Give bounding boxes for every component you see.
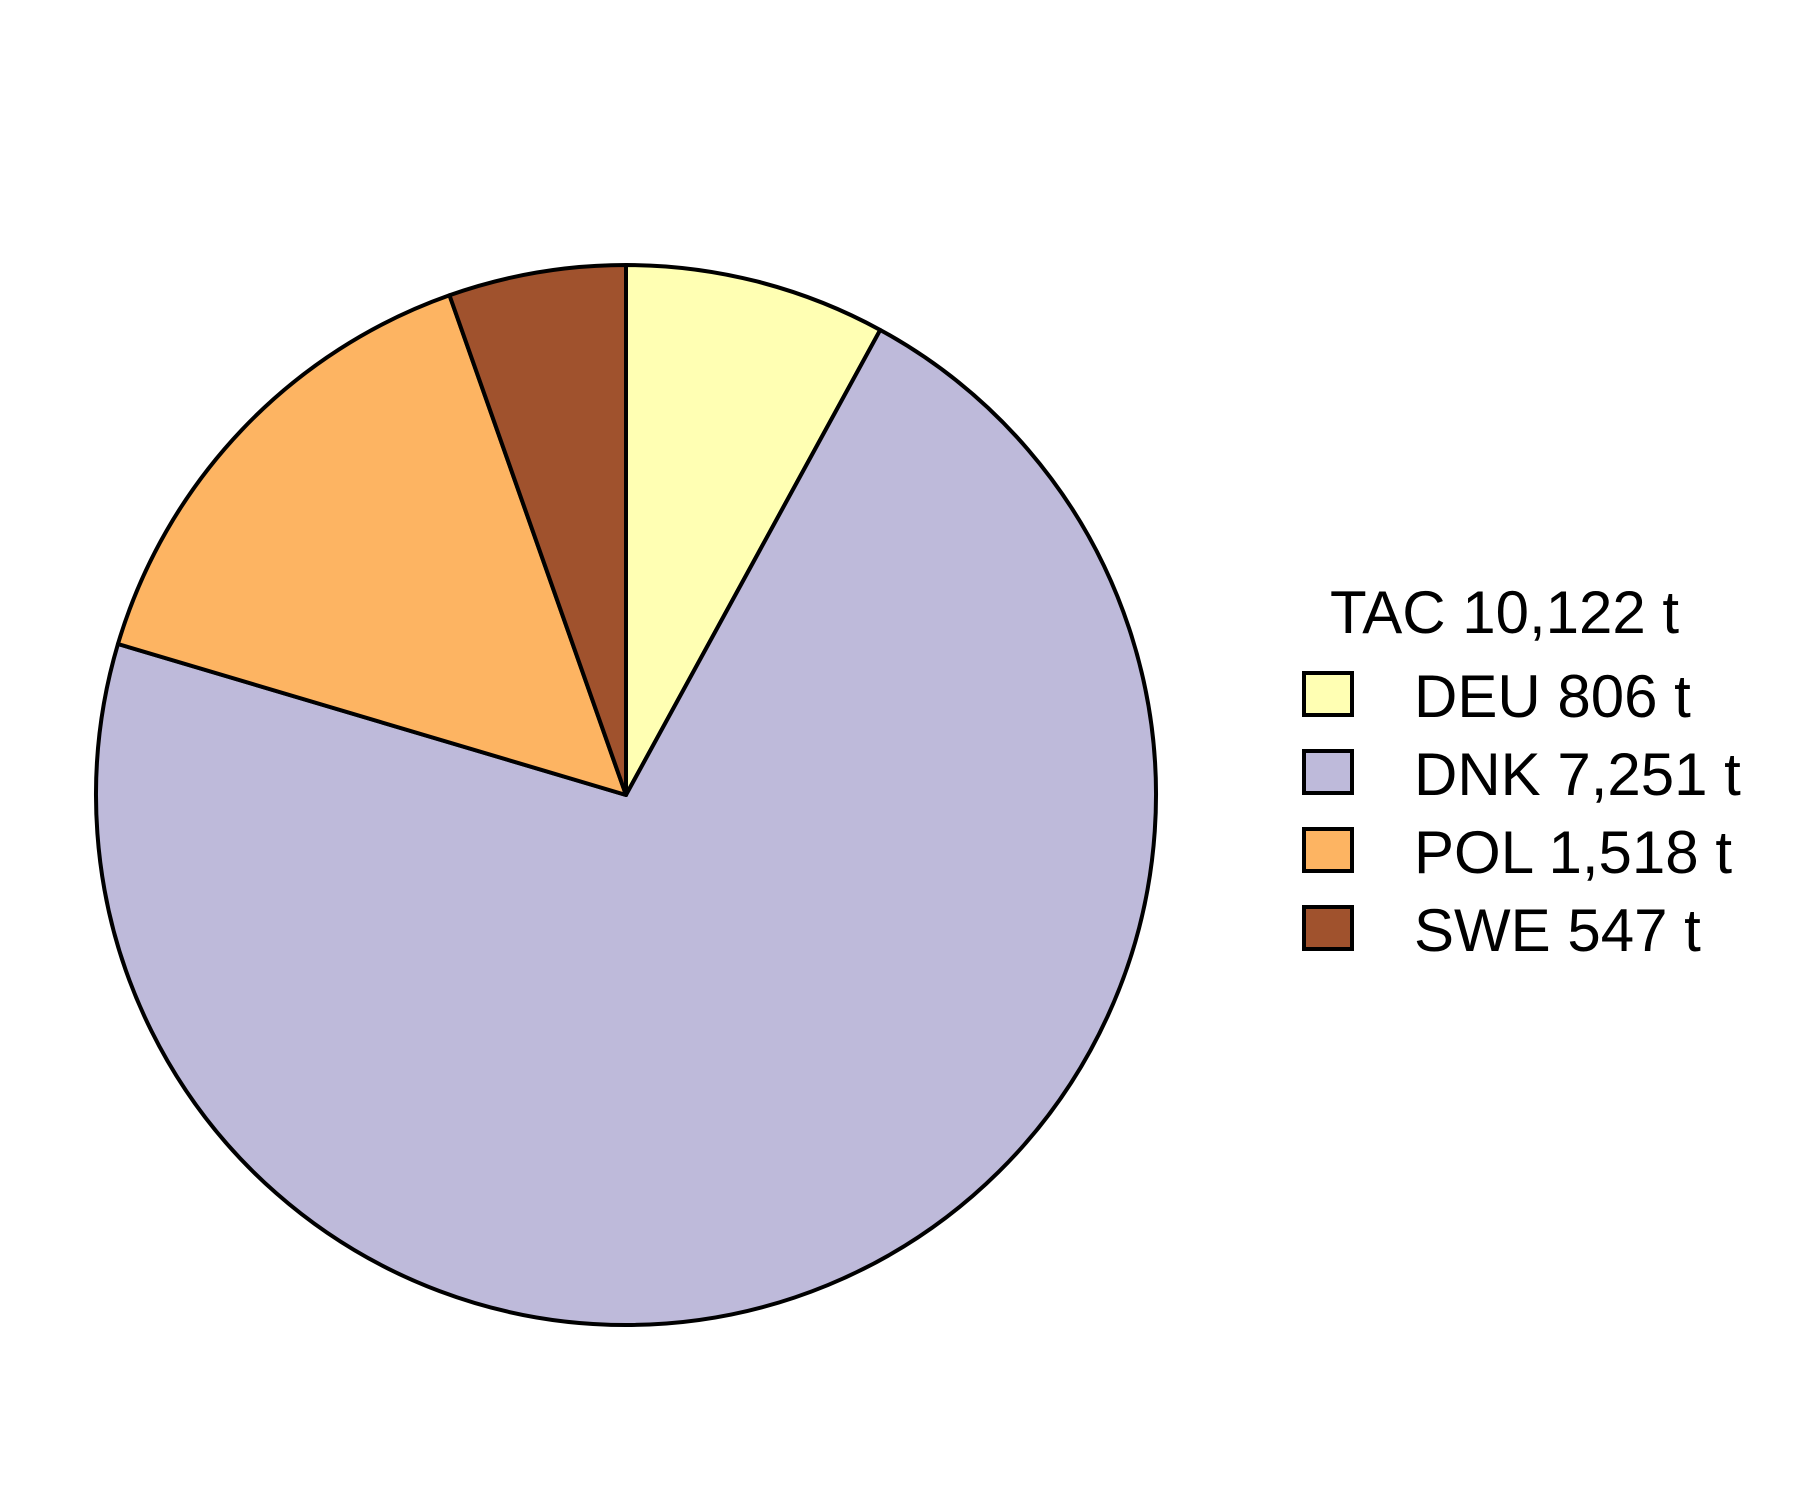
legend-label-deu: DEU 806 t: [1414, 663, 1691, 730]
legend-label-pol: POL 1,518 t: [1414, 819, 1732, 886]
pie-slice-deu: [624, 263, 883, 797]
legend-title: TAC 10,122 t: [1330, 579, 1679, 646]
legend-item-deu: DEU 806 t: [1302, 663, 1691, 730]
legend-label-dnk: DNK 7,251 t: [1414, 741, 1741, 808]
legend-swatch-swe: [1302, 905, 1354, 951]
legend-item-dnk: DNK 7,251 t: [1302, 741, 1741, 808]
pie-slice-pol: [115, 293, 628, 797]
legend-item-pol: POL 1,518 t: [1302, 819, 1732, 886]
pie-slices: [93, 263, 1158, 1327]
legend-swatch-dnk: [1302, 749, 1354, 795]
legend-swatch-deu: [1302, 671, 1354, 717]
legend-swatch-pol: [1302, 827, 1354, 873]
legend-label-swe: SWE 547 t: [1414, 897, 1701, 964]
legend-item-swe: SWE 547 t: [1302, 897, 1701, 964]
pie-slice-swe: [447, 263, 628, 797]
legend-items: DEU 806 t DNK 7,251 t POL 1,518 t SWE 547 t: [1302, 663, 1741, 964]
pie-slice-dnk: [93, 327, 1158, 1327]
legend: TAC 10,122 t DEU 806 t DNK 7,251 t POL 1,5…: [1302, 579, 1741, 964]
